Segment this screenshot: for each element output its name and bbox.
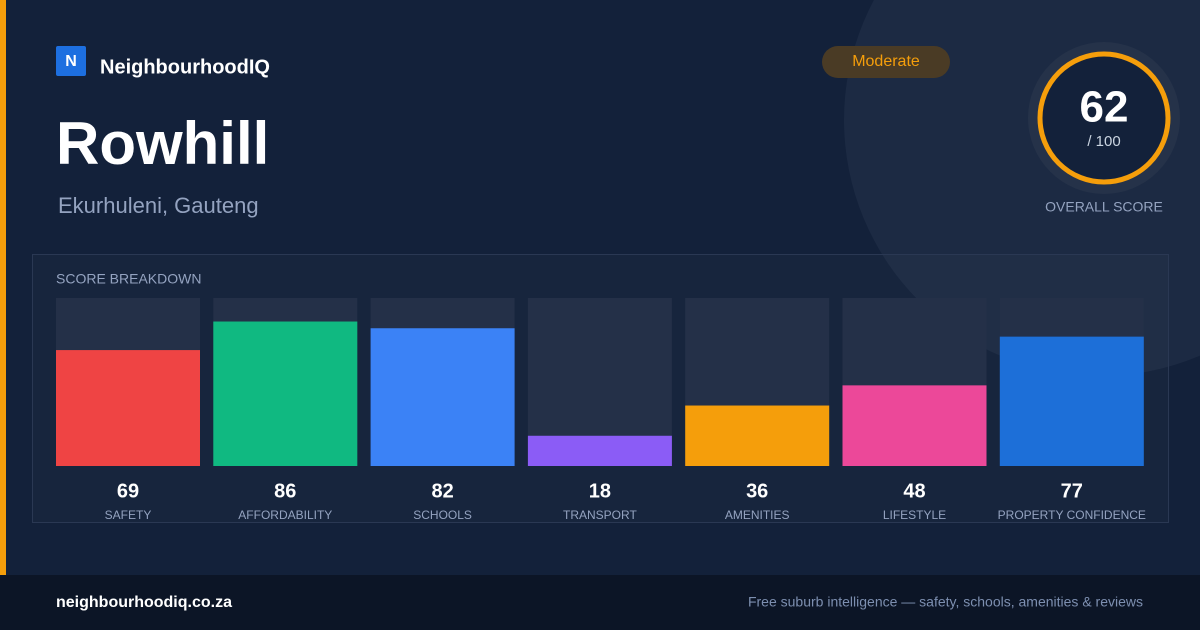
logo-letter: N (65, 53, 77, 70)
value-label: 69 (117, 480, 139, 502)
score-ring (1037, 51, 1171, 185)
value-label: 82 (431, 480, 453, 502)
badge-text: Moderate (852, 53, 920, 70)
category-label: SCHOOLS (413, 508, 472, 522)
value-label: 18 (589, 480, 611, 502)
chart-title: SCORE BREAKDOWN (56, 271, 201, 287)
footer-tagline: Free suburb intelligence — safety, schoo… (748, 594, 1143, 610)
category-label: TRANSPORT (563, 508, 637, 522)
bar (842, 385, 987, 466)
footer (0, 575, 1200, 630)
bar (56, 350, 200, 466)
footer-url: neighbourhoodiq.co.za (56, 594, 232, 611)
score-value: 62 (1080, 83, 1129, 132)
bar (999, 336, 1144, 466)
bar (213, 321, 358, 466)
category-label: AFFORDABILITY (238, 508, 332, 522)
value-label: 36 (746, 480, 768, 502)
bar (685, 405, 830, 466)
accent-stripe (0, 0, 6, 575)
value-label: 86 (274, 480, 296, 502)
brand-name: NeighbourhoodIQ (100, 56, 270, 78)
value-label: 77 (1061, 480, 1083, 502)
bar (527, 435, 672, 466)
category-label: PROPERTY CONFIDENCE (998, 508, 1146, 522)
category-label: LIFESTYLE (883, 508, 946, 522)
score-out-of: / 100 (1087, 133, 1120, 150)
value-label: 48 (903, 480, 925, 502)
breakdown-panel (32, 254, 1169, 523)
badge (822, 46, 950, 78)
category-label: AMENITIES (725, 508, 790, 522)
location: Ekurhuleni, Gauteng (58, 193, 259, 218)
logo (56, 46, 86, 76)
bar (370, 328, 515, 466)
category-label: SAFETY (105, 508, 152, 522)
suburb-title: Rowhill (56, 110, 269, 177)
score-label: OVERALL SCORE (1045, 199, 1163, 215)
